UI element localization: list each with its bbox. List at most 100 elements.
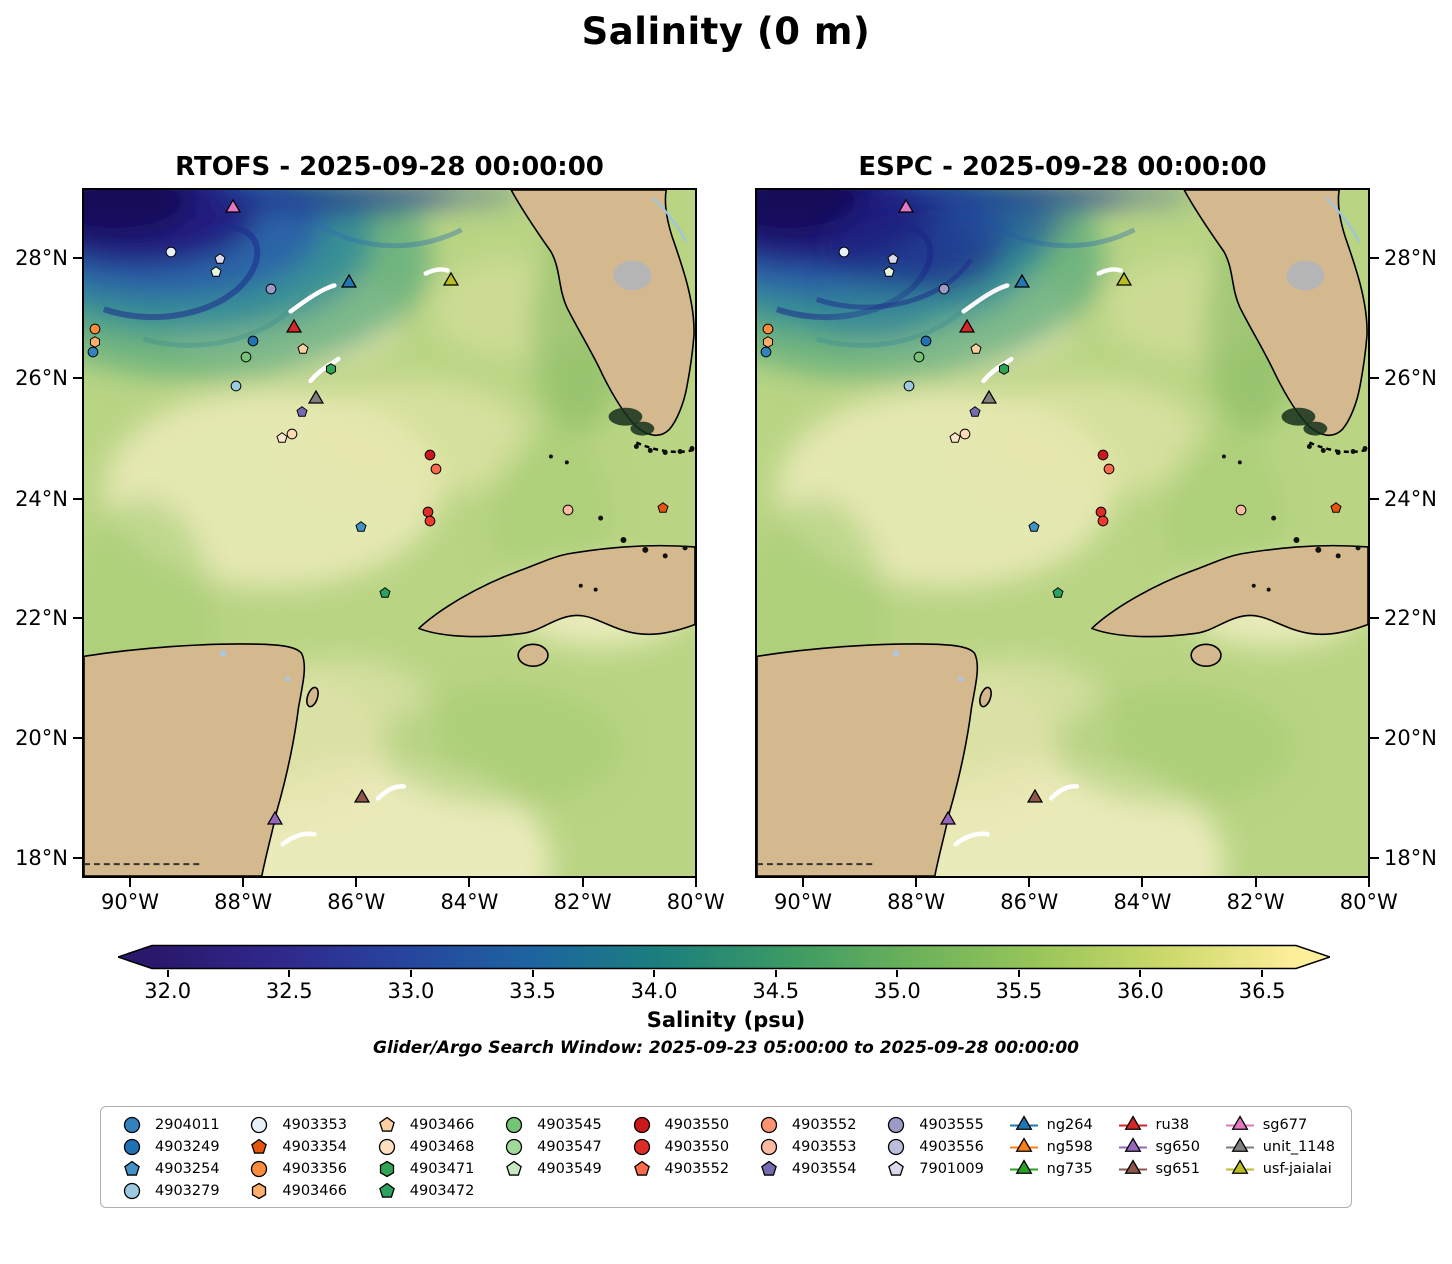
triangle-marker-icon — [1115, 271, 1132, 286]
circle-marker-icon — [87, 346, 98, 358]
circle-marker-icon — [505, 1138, 523, 1156]
pentagon-marker-icon — [295, 405, 308, 417]
legend-item-sg677: sg677 — [1225, 1114, 1335, 1136]
marker-4903552 — [1096, 513, 1111, 528]
marker-usf-jaialai — [1114, 271, 1133, 290]
marker-4903550 — [422, 448, 437, 463]
x-axis-tick — [801, 878, 804, 887]
marker-4903279 — [229, 379, 244, 394]
legend-item-4903545: 4903545 — [499, 1114, 602, 1136]
x-axis-tick — [1028, 878, 1031, 887]
legend-item-4903552: 4903552 — [754, 1114, 856, 1136]
legend-label: unit_1148 — [1262, 1139, 1335, 1155]
colorbar-tick-label: 32.5 — [265, 979, 313, 1003]
colorbar-tick — [409, 970, 412, 977]
circle-marker-icon — [920, 335, 931, 347]
legend-label: 4903466 — [409, 1117, 475, 1133]
circle-marker-icon — [240, 351, 252, 363]
colorbar-tick — [653, 970, 656, 977]
pentagon-marker-icon — [378, 1182, 395, 1198]
hexagon-marker-icon — [89, 335, 101, 348]
x-axis-label: 82°W — [553, 890, 612, 914]
legend-label: 4903249 — [155, 1139, 220, 1155]
pentagon-marker-icon — [210, 265, 222, 277]
triangle-marker-icon — [1014, 273, 1031, 288]
marker-4903549 — [208, 264, 223, 279]
triangle-marker-icon — [1009, 1137, 1038, 1152]
marker-sg677 — [224, 198, 243, 217]
marker-4903466 — [87, 334, 102, 349]
marker-4903555 — [936, 282, 951, 297]
pentagon-marker-icon — [276, 431, 288, 443]
colorbar-tick — [896, 970, 899, 977]
marker-sg651 — [1026, 789, 1045, 808]
triangle-marker-icon — [341, 273, 358, 288]
marker-4903552 — [423, 513, 438, 528]
legend-label: ng264 — [1046, 1117, 1093, 1133]
circle-marker-icon — [888, 1138, 905, 1156]
circle-marker-icon — [424, 450, 436, 461]
marker-unit_1148 — [979, 389, 998, 408]
circle-marker-icon — [760, 1116, 778, 1134]
colorbar-tick — [288, 970, 291, 977]
y-axis-tick — [73, 257, 82, 260]
colorbar-tick-label: 36.5 — [1238, 979, 1286, 1003]
legend-item-4903556: 4903556 — [881, 1136, 984, 1158]
triangle-marker-icon — [958, 318, 975, 333]
x-axis-label: 90°W — [100, 890, 159, 914]
triangle-marker-icon — [1118, 1115, 1147, 1130]
circle-marker-icon — [505, 1116, 523, 1134]
pentagon-marker-icon — [1330, 502, 1342, 514]
x-axis-tick — [128, 878, 131, 887]
circle-marker-icon — [959, 428, 971, 439]
colorbar-tick — [531, 970, 534, 977]
panel-espc: ESPC - 2025-09-28 00:00:00 28°N 26°N 24°N 2… — [755, 152, 1437, 914]
marker-4903545 — [911, 349, 926, 364]
circle-marker-icon — [89, 323, 101, 335]
marker-ng264 — [340, 273, 359, 292]
legend-item-4903471: 4903471 — [372, 1158, 474, 1180]
legend-label: ru38 — [1155, 1117, 1190, 1133]
triangle-marker-icon — [1026, 789, 1044, 804]
circle-marker-icon — [251, 1116, 268, 1134]
marker-unit_1148 — [306, 389, 325, 408]
y-axis-tick — [1370, 497, 1379, 500]
marker-4903554 — [294, 404, 309, 419]
circle-marker-icon — [425, 515, 436, 527]
search-window-annotation: Glider/Argo Search Window: 2025-09-23 05… — [373, 1038, 1079, 1058]
panel-title-espc: ESPC - 2025-09-28 00:00:00 — [858, 152, 1267, 182]
legend-item-4903254: 4903254 — [117, 1158, 220, 1180]
legend-item-4903552: 4903552 — [627, 1158, 729, 1180]
figure-title: Salinity (0 m) — [581, 10, 871, 53]
x-axis-tick — [1254, 878, 1257, 887]
marker-7901009 — [213, 252, 228, 267]
triangle-marker-icon — [1225, 1115, 1254, 1130]
colorbar-tick-label: 32.0 — [144, 979, 192, 1003]
legend-label: sg651 — [1155, 1161, 1200, 1177]
colorbar-tick — [1017, 970, 1020, 977]
x-axis-tick — [355, 878, 358, 887]
x-axis-tick — [468, 878, 471, 887]
y-axis-label: 28°N — [15, 246, 68, 271]
marker-4903472 — [378, 585, 393, 600]
y-axis-tick — [1370, 377, 1379, 380]
legend-item-sg651: sg651 — [1118, 1158, 1200, 1180]
marker-4903545 — [238, 349, 253, 364]
y-axis-label: 26°N — [15, 366, 68, 391]
x-axis-label: 84°W — [440, 890, 499, 914]
circle-marker-icon — [1097, 450, 1109, 461]
triangle-marker-icon — [307, 389, 324, 404]
pentagon-marker-icon — [355, 520, 367, 532]
circle-marker-icon — [165, 247, 177, 258]
map-canvas-rtofs — [82, 188, 697, 878]
x-axis-label: 88°W — [214, 890, 273, 914]
pentagon-marker-icon — [1028, 520, 1040, 532]
legend-label: 4903356 — [282, 1161, 347, 1177]
legend-label: 4903279 — [155, 1183, 220, 1199]
legend-column: 4903555 4903556 7901009 — [881, 1114, 984, 1180]
marker-sg650 — [265, 811, 284, 830]
circle-marker-icon — [838, 247, 850, 258]
marker-4903552 — [1101, 462, 1116, 477]
legend-item-4903555: 4903555 — [881, 1114, 984, 1136]
